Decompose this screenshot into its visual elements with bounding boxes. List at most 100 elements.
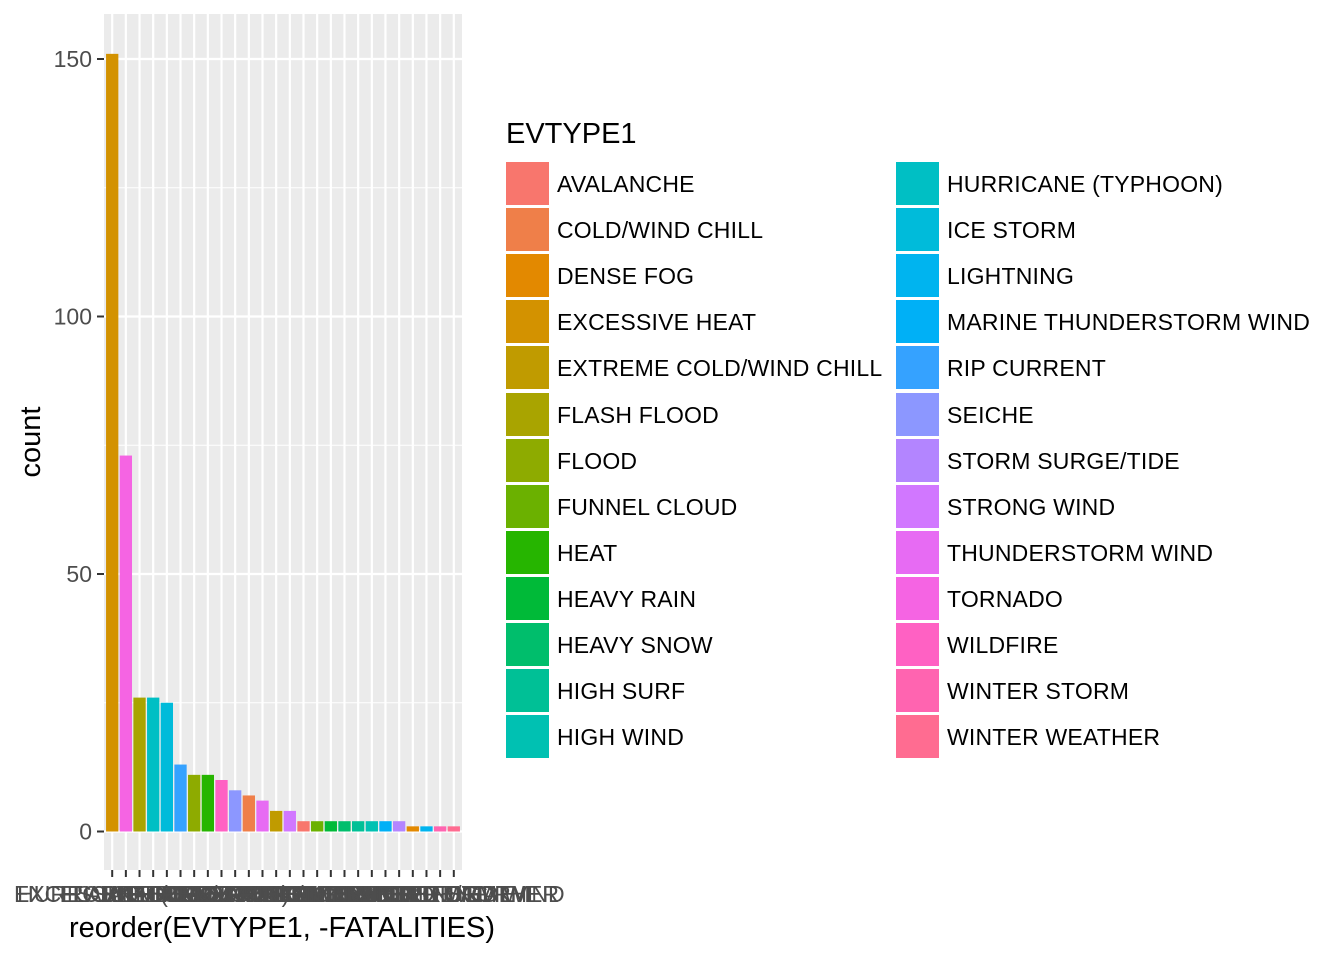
x-tick-label: EXTREME COLD/WIND CHILL xyxy=(116,881,437,907)
legend-label: HURRICANE (TYPHOON) xyxy=(947,171,1223,197)
legend-swatch xyxy=(506,623,549,666)
legend-label: SEICHE xyxy=(947,401,1034,428)
x-tick-label: WINTER WEATHER xyxy=(349,881,559,907)
x-tick-label: HEAT xyxy=(178,881,238,907)
legend-swatch xyxy=(506,300,549,344)
bar xyxy=(119,455,133,832)
x-tick-label: THUNDERSTORM WIND xyxy=(131,881,394,907)
legend-swatch xyxy=(506,254,549,298)
bar xyxy=(188,774,201,832)
legend-label: HEAVY SNOW xyxy=(557,632,713,658)
legend-label: AVALANCHE xyxy=(557,171,695,197)
bar xyxy=(270,810,283,832)
legend-title: EVTYPE1 xyxy=(506,118,637,150)
y-tick-label: 50 xyxy=(66,561,92,587)
legend-swatch xyxy=(896,438,939,482)
legend-swatch xyxy=(506,715,549,759)
legend-label: EXTREME COLD/WIND CHILL xyxy=(557,355,883,382)
bar xyxy=(324,821,337,832)
y-tick-label: 0 xyxy=(79,819,92,845)
x-tick-label: WINTER STORM xyxy=(350,881,530,907)
bar xyxy=(433,826,447,832)
legend-label: WILDFIRE xyxy=(947,632,1059,658)
bar xyxy=(160,702,174,832)
x-tick-label: HEAVY SNOW xyxy=(268,881,422,907)
legend-swatch xyxy=(896,623,939,666)
legend-label: HEAT xyxy=(557,539,618,566)
legend-label: TORNADO xyxy=(947,585,1063,612)
legend-label: HEAVY RAIN xyxy=(557,585,697,612)
legend-label: COLD/WIND CHILL xyxy=(557,217,764,244)
bar xyxy=(147,697,160,832)
legend-label: DENSE FOG xyxy=(557,263,695,290)
bar xyxy=(242,795,255,832)
x-tick-label: FLOOD xyxy=(155,881,234,907)
y-axis-title: count xyxy=(15,407,47,478)
bar xyxy=(215,780,228,832)
y-axis: 0 50 100 150 xyxy=(54,46,104,845)
bar xyxy=(201,774,214,832)
x-tick-label: AVALANCHE xyxy=(236,881,372,907)
x-tick-label: SEICHE xyxy=(192,881,278,907)
legend-label: MARINE THUNDERSTORM WIND xyxy=(947,309,1311,336)
legend-label: LIGHTNING xyxy=(947,263,1075,290)
x-tick-label: COLD/WIND CHILL xyxy=(147,881,350,907)
legend-swatch xyxy=(506,208,549,252)
legend-swatch xyxy=(896,484,939,528)
bar xyxy=(174,764,187,832)
x-tick-label: WILDFIRE xyxy=(167,881,277,907)
legend-label: FLASH FLOOD xyxy=(557,401,719,428)
bar xyxy=(352,821,365,832)
legend-swatch xyxy=(506,438,549,482)
legend-swatch xyxy=(896,254,939,298)
legend-label: THUNDERSTORM WIND xyxy=(947,539,1214,566)
x-tick-label: HEAVY RAIN xyxy=(262,881,399,907)
bar xyxy=(133,697,146,832)
x-tick-label: FLASH FLOOD xyxy=(60,881,220,907)
legend-swatch xyxy=(896,669,939,713)
legend-swatch xyxy=(506,484,549,528)
x-tick-label: LIGHTNING xyxy=(364,881,489,907)
legend-label: WINTER WEATHER xyxy=(947,724,1161,751)
legend-label: HIGH WIND xyxy=(557,724,685,751)
legend-swatch xyxy=(506,346,549,390)
legend-label: HIGH SURF xyxy=(557,678,686,705)
legend-label: FLOOD xyxy=(557,447,638,474)
legend-swatch xyxy=(506,392,549,436)
bars xyxy=(106,53,460,832)
x-tick-label: ICE STORM xyxy=(103,881,230,907)
bar xyxy=(338,821,351,832)
x-tick-label: TORNADO xyxy=(69,881,184,907)
bar xyxy=(256,800,269,832)
legend-label: ICE STORM xyxy=(947,217,1077,244)
legend-swatch xyxy=(896,715,939,759)
x-tick-label: RIP CURRENT xyxy=(102,881,259,907)
bar xyxy=(447,826,460,832)
x-tick-label: MARINE THUNDERSTORM WIND xyxy=(206,881,564,907)
x-tick-label: DENSE FOG xyxy=(345,881,480,907)
bar xyxy=(283,810,296,832)
bar xyxy=(311,821,324,832)
legend-swatch xyxy=(896,162,939,205)
legend-label: STRONG WIND xyxy=(947,493,1116,520)
legend-label: FUNNEL CLOUD xyxy=(557,493,738,520)
x-axis-title: reorder(EVTYPE1, -FATALITIES) xyxy=(69,912,495,944)
legend-swatch xyxy=(506,162,549,205)
legend-label: WINTER STORM xyxy=(947,678,1130,705)
x-tick-label: HIGH SURF xyxy=(295,881,422,907)
legend-label: EXCESSIVE HEAT xyxy=(557,309,757,336)
x-tick-label: EXCESSIVE HEAT xyxy=(14,881,210,907)
bar xyxy=(392,821,406,832)
legend-swatch xyxy=(896,392,939,436)
bar xyxy=(365,821,378,832)
bar xyxy=(379,821,392,832)
x-tick-label: FUNNEL CLOUD xyxy=(228,881,406,907)
legend-label: RIP CURRENT xyxy=(947,355,1106,382)
legend-swatch xyxy=(506,530,549,574)
y-tick-label: 150 xyxy=(54,46,92,72)
x-tick-label: STRONG WIND xyxy=(207,881,373,907)
legend-label: STORM SURGE/TIDE xyxy=(947,447,1180,474)
legend-swatch xyxy=(506,576,549,620)
